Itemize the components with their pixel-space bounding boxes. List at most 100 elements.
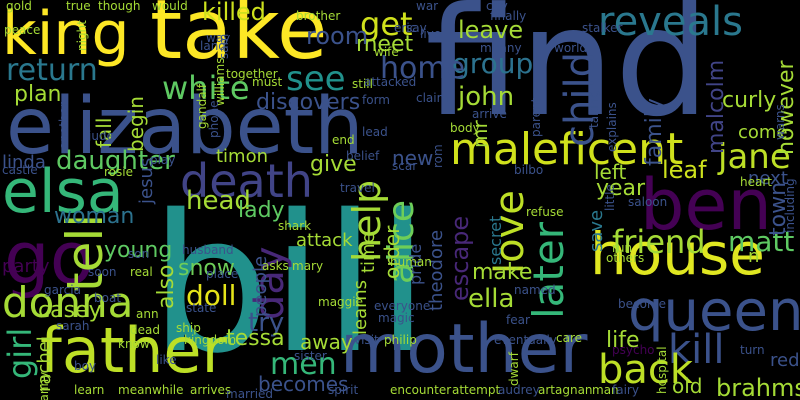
word-ship: ship [176, 321, 201, 335]
word-city: city [486, 0, 508, 13]
word-land: land [200, 39, 226, 53]
word-take: take [150, 0, 328, 78]
word-tessa: tessa [226, 326, 285, 351]
word-give: give [310, 152, 357, 177]
word-left: left [594, 160, 627, 184]
word-eric: eric [394, 21, 417, 35]
word-return: return [6, 53, 98, 88]
word-arrives: arrives [190, 383, 232, 397]
word-year: year [596, 176, 646, 201]
word-family: family [642, 98, 667, 166]
word-would: would [152, 0, 188, 13]
word-jude: jude [88, 129, 114, 143]
word-care: care [556, 331, 583, 345]
word-begin: begin [124, 96, 148, 152]
word-elsa: elsa [2, 157, 124, 227]
word-queen: queen [628, 279, 800, 344]
word-garcia: garcia [44, 283, 81, 297]
word-though: though [98, 0, 141, 13]
word-granny: granny [37, 372, 51, 400]
word-shark: shark [278, 219, 312, 233]
word-kill: kill [668, 327, 725, 373]
word-married: married [226, 387, 274, 400]
word-brother: brother [296, 9, 341, 23]
word-asks: asks [262, 259, 289, 273]
word-parent: parent [529, 98, 543, 138]
word-ann: ann [136, 307, 159, 321]
word-casey: casey [38, 298, 102, 323]
word-philip: philip [384, 333, 417, 347]
word-castle: castle [2, 163, 38, 177]
word-ella: ella [468, 284, 515, 314]
word-dead: dead [130, 323, 160, 337]
word-men: men [270, 347, 337, 382]
word-sarah: sarah [56, 319, 90, 333]
word-attacked: attacked [364, 75, 417, 89]
word-back: back [598, 347, 694, 393]
word-man: man [592, 383, 619, 397]
word-kingdom: kingdom [184, 333, 237, 347]
word-get: get [360, 5, 413, 43]
word-away: away [300, 330, 353, 354]
word-end: end [332, 133, 355, 147]
word-state: state [186, 301, 217, 315]
word-husband: husband [182, 243, 234, 257]
word-learn: learn [74, 383, 105, 397]
word-old: old [672, 374, 703, 398]
word-form: form [362, 93, 390, 107]
word-belief: belief [346, 149, 380, 163]
word-place: place [206, 267, 239, 281]
word-war: war [416, 0, 439, 13]
word-jane: jane [718, 137, 791, 177]
word-john: john [458, 82, 515, 112]
word-phone: phone [207, 100, 221, 138]
word-life: life [606, 328, 640, 353]
word-world: world [554, 41, 588, 55]
word-curly: curly [722, 88, 777, 113]
word-play: play [150, 153, 176, 167]
word-discovers: discovers [256, 90, 361, 115]
word-linda: linda [2, 152, 46, 173]
word-meanwhile: meanwhile [118, 383, 184, 397]
word-maleficent: maleficent [450, 124, 684, 175]
word-sister: sister [294, 349, 327, 363]
word-another: another [57, 102, 71, 149]
word-mother: mother [340, 310, 588, 389]
word-killed: killed [202, 0, 266, 26]
word-doll: doll [186, 279, 237, 312]
word-run: run [612, 241, 633, 255]
word-next: next [748, 168, 788, 189]
word-donna: donna [2, 278, 134, 327]
word-time: time [358, 232, 379, 273]
word-death: death [180, 154, 313, 208]
word-leaf: leaf [662, 156, 707, 184]
word-house: house [590, 220, 765, 288]
word-mary: mary [292, 259, 324, 273]
word-human: human [390, 255, 432, 269]
word-artagnan: artagnan [538, 383, 593, 397]
word-also: also [154, 264, 179, 309]
word-explains: explains [605, 102, 619, 152]
word-true: true [66, 0, 91, 13]
word-heart: heart [740, 175, 772, 189]
word-woman: woman [54, 204, 135, 229]
word-party: party [2, 256, 50, 277]
word-ben: ben [640, 164, 772, 246]
word-encounter: encounter [390, 383, 452, 397]
word-reveals: reveals [598, 0, 743, 45]
word-saloon: saloon [628, 195, 668, 209]
word-snow: snow [178, 256, 235, 281]
word-malcolm: malcolm [704, 60, 729, 155]
word-becomes: becomes [258, 372, 349, 396]
word-bilbo: bilbo [514, 163, 544, 177]
word-attack: attack [296, 230, 353, 251]
word-white: white [162, 69, 250, 107]
word-theodore: theodore [426, 230, 447, 312]
word-magic: magic [378, 311, 415, 325]
word-soon: soon [88, 265, 117, 279]
word-munny: munny [480, 41, 522, 55]
word-travel: travel [340, 181, 375, 195]
word-night: night [75, 20, 89, 51]
word-save: save [586, 210, 607, 253]
word-way: way [206, 31, 231, 45]
